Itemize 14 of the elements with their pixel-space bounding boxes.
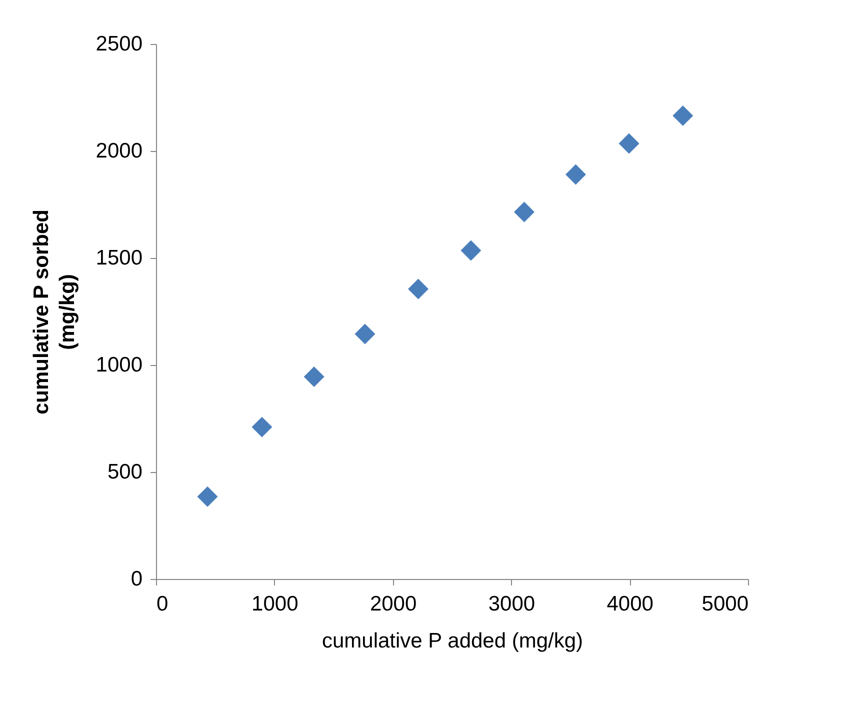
y-tick-label: 1500 (96, 246, 142, 270)
y-tick-label: 2000 (96, 140, 142, 162)
x-axis-title: cumulative P added (mg/kg) (322, 630, 584, 652)
y-tick-label: 1000 (96, 354, 142, 376)
y-axis-title: cumulative P sorbed (mg/kg) (30, 209, 79, 415)
x-tick-label: 1000 (252, 592, 298, 616)
x-tick-label: 4000 (606, 592, 654, 616)
y-tick-label: 2500 (96, 32, 142, 56)
x-tick-label: 3000 (488, 592, 536, 616)
x-tick-label: 0 (156, 592, 168, 616)
y-tick-label: 500 (107, 460, 142, 484)
x-tick-label: 5000 (702, 592, 748, 616)
y-tick-label: 0 (130, 568, 142, 590)
x-tick-label: 2000 (370, 592, 417, 616)
